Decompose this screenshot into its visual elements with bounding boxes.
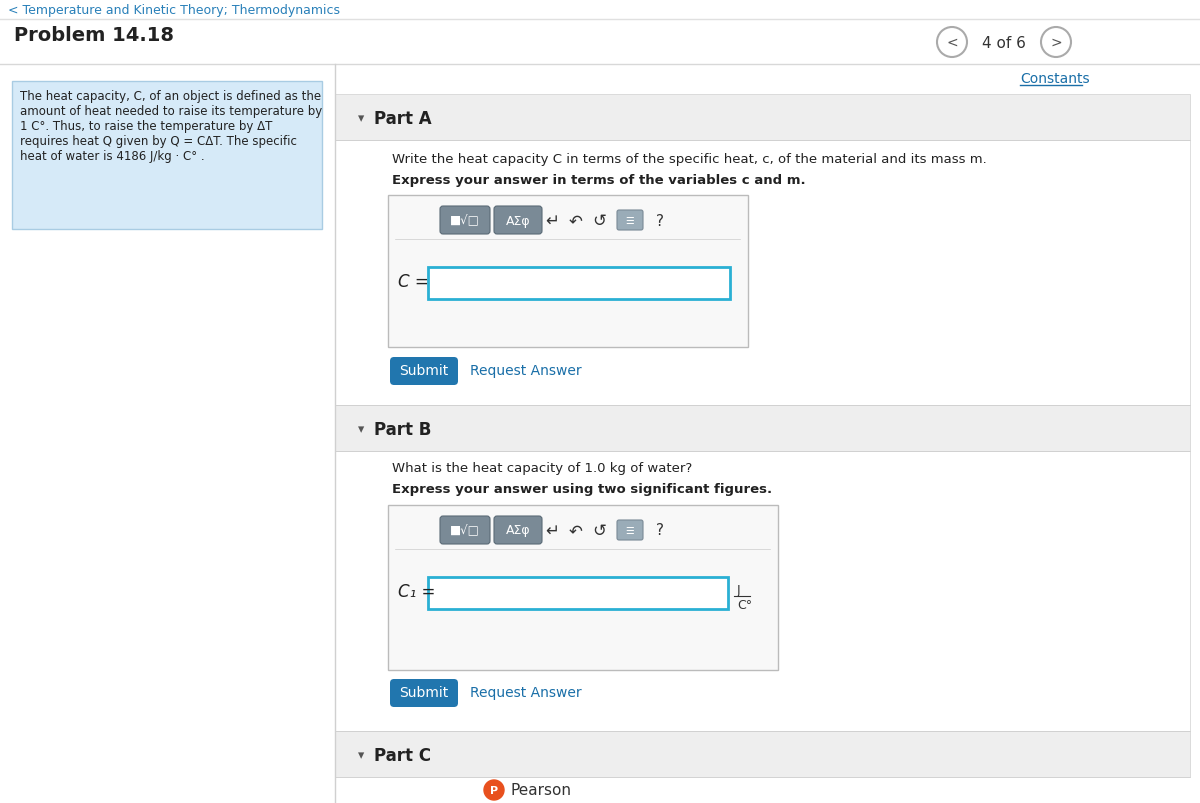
Text: C₁ =: C₁ = — [398, 582, 436, 601]
Text: ↵: ↵ — [545, 521, 559, 540]
Text: C =: C = — [398, 273, 428, 291]
Text: What is the heat capacity of 1.0 kg of water?: What is the heat capacity of 1.0 kg of w… — [392, 462, 692, 475]
Text: Submit: Submit — [400, 685, 449, 699]
Text: Write the heat capacity C in terms of the specific heat, c, of the material and : Write the heat capacity C in terms of th… — [392, 153, 986, 165]
Text: Constants: Constants — [1020, 72, 1090, 86]
Text: The heat capacity, C, of an object is defined as the: The heat capacity, C, of an object is de… — [20, 90, 322, 103]
Text: ■√□: ■√□ — [450, 214, 480, 227]
Bar — [335, 731, 1190, 777]
Text: ☰: ☰ — [625, 216, 635, 226]
Text: Problem 14.18: Problem 14.18 — [14, 26, 174, 45]
Text: ?: ? — [656, 523, 664, 538]
Text: ▾: ▾ — [358, 112, 365, 124]
Text: ↶: ↶ — [569, 521, 583, 540]
Bar — [335, 406, 1190, 451]
Text: Part C: Part C — [374, 746, 431, 764]
Text: 4 of 6: 4 of 6 — [982, 35, 1026, 51]
Bar — [428, 577, 728, 609]
FancyBboxPatch shape — [617, 520, 643, 540]
Text: amount of heat needed to raise its temperature by: amount of heat needed to raise its tempe… — [20, 105, 323, 118]
Text: Request Answer: Request Answer — [470, 364, 582, 377]
Text: Part A: Part A — [374, 110, 432, 128]
Bar — [335, 777, 1190, 803]
Text: J: J — [737, 583, 740, 597]
Text: >: > — [1050, 36, 1062, 50]
FancyBboxPatch shape — [440, 206, 490, 234]
Text: ■√□: ■√□ — [450, 524, 480, 537]
Text: P: P — [490, 785, 498, 795]
Circle shape — [1042, 28, 1072, 58]
Text: ↺: ↺ — [592, 521, 606, 540]
Text: < Temperature and Kinetic Theory; Thermodynamics: < Temperature and Kinetic Theory; Thermo… — [8, 4, 340, 17]
Text: Submit: Submit — [400, 364, 449, 377]
Text: Part B: Part B — [374, 421, 431, 438]
Text: Express your answer using two significant figures.: Express your answer using two significan… — [392, 483, 772, 495]
Bar — [388, 196, 748, 348]
Text: requires heat Q given by Q = CΔT. The specific: requires heat Q given by Q = CΔT. The sp… — [20, 135, 296, 148]
Text: Request Answer: Request Answer — [470, 685, 582, 699]
Bar — [335, 141, 1190, 406]
Text: AΣφ: AΣφ — [505, 524, 530, 537]
Text: AΣφ: AΣφ — [505, 214, 530, 227]
Text: heat of water is 4186 J/kg · C° .: heat of water is 4186 J/kg · C° . — [20, 150, 205, 163]
Text: ▾: ▾ — [358, 748, 365, 761]
Bar — [12, 82, 322, 230]
Bar — [428, 267, 730, 300]
Bar — [335, 451, 1190, 731]
FancyBboxPatch shape — [617, 210, 643, 230]
Text: ☰: ☰ — [625, 525, 635, 536]
Text: ▾: ▾ — [358, 422, 365, 435]
FancyBboxPatch shape — [494, 516, 542, 544]
Text: Express your answer in terms of the variables c and m.: Express your answer in terms of the vari… — [392, 173, 805, 187]
Text: 1 C°. Thus, to raise the temperature by ΔT: 1 C°. Thus, to raise the temperature by … — [20, 120, 272, 132]
Text: ↶: ↶ — [569, 212, 583, 230]
Text: <: < — [946, 36, 958, 50]
FancyBboxPatch shape — [390, 679, 458, 707]
Text: ↵: ↵ — [545, 212, 559, 230]
Text: C°: C° — [737, 598, 752, 611]
FancyBboxPatch shape — [494, 206, 542, 234]
Text: ?: ? — [656, 214, 664, 228]
Bar — [388, 505, 778, 671]
FancyBboxPatch shape — [390, 357, 458, 385]
Text: Pearson: Pearson — [510, 783, 571, 797]
FancyBboxPatch shape — [440, 516, 490, 544]
Circle shape — [484, 780, 504, 800]
Text: ↺: ↺ — [592, 212, 606, 230]
Bar — [335, 95, 1190, 141]
Circle shape — [937, 28, 967, 58]
